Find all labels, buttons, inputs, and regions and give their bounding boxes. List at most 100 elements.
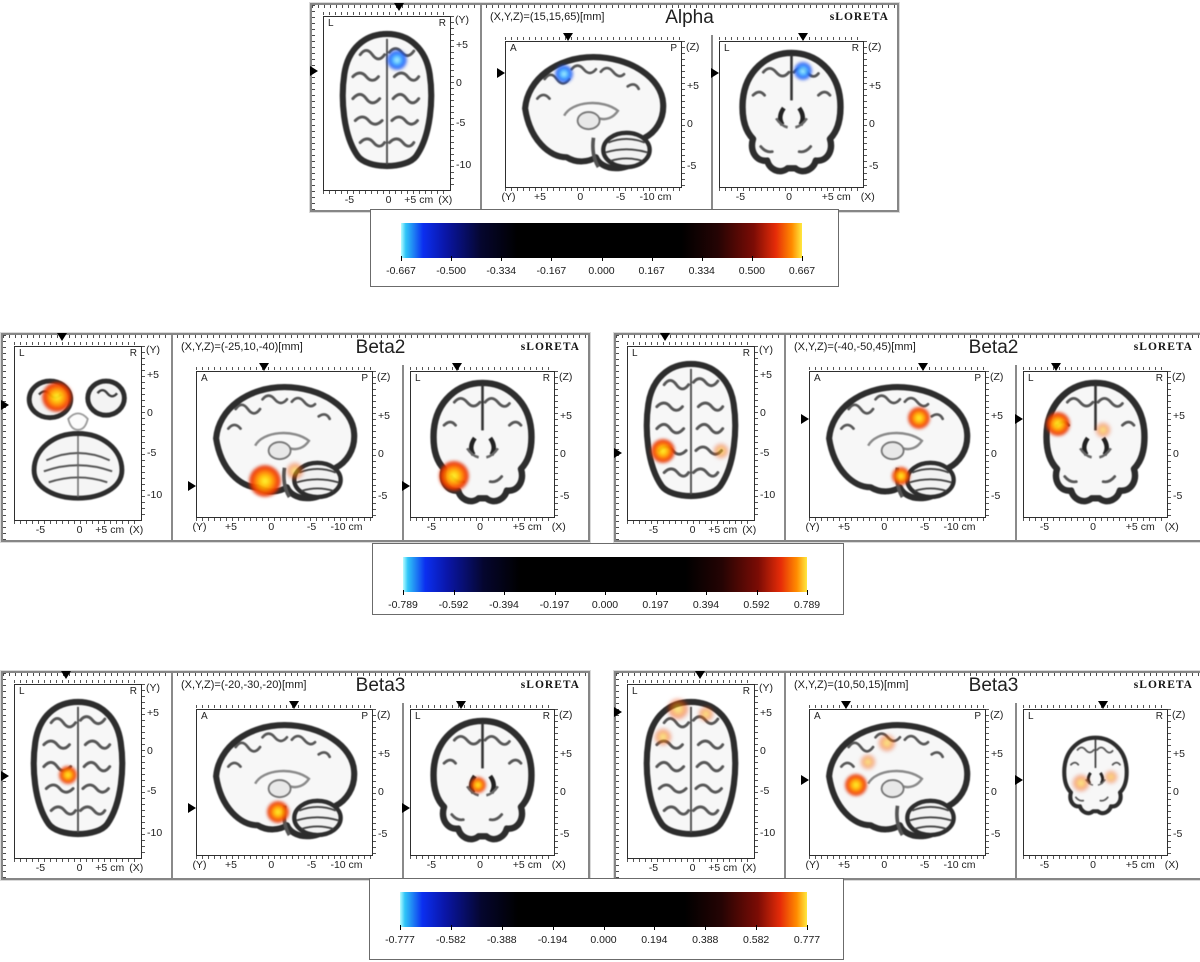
activation-hotspot-positive xyxy=(907,407,930,430)
ruler-ticks xyxy=(505,37,680,40)
panel-beta3-left: (X,Y,Z)=(-20,-30,-20)[mm] Beta3 sLORETA … xyxy=(1,671,590,880)
colorbar-tick-value: -0.789 xyxy=(388,599,418,611)
colorbar-tick-value: -0.194 xyxy=(537,934,568,946)
section-divider xyxy=(784,335,786,540)
axial-view: L R (Y) +5 0 -5 -10 -5 0 +5 cm (X) xyxy=(1,671,588,878)
sagittal-view: A P (Z) +5 0 -5 (Y) +5 0 -5 -10 cm xyxy=(616,673,1200,878)
activation-hotspot-positive xyxy=(1046,412,1071,437)
colorbar-tickmark xyxy=(807,925,808,930)
axial-side-tick: -10 xyxy=(147,826,163,839)
sagittal-view: A P (Z) +5 0 -5 (Y) +5 0 -5 -10 cm xyxy=(3,673,588,878)
ruler-ticks xyxy=(323,191,449,194)
sagittal-bottom-tick: -5 xyxy=(919,859,930,871)
ruler-ticks xyxy=(755,684,758,857)
ruler-ticks xyxy=(3,335,588,338)
coronal-bottom-tick: -5 xyxy=(1039,521,1050,533)
colorbar-tickmark xyxy=(401,256,402,261)
frequency-band-title: Beta3 xyxy=(355,675,406,696)
coronal-view: L R (Z) +5 0 -5 -5 0 +5 cm (X) xyxy=(312,5,897,210)
axial-slice-frame: L R xyxy=(627,684,755,859)
sagittal-slice-frame: A P xyxy=(505,41,682,188)
slice-position-marker-down xyxy=(393,3,404,11)
sagittal-side-tick: -5 xyxy=(687,159,697,172)
axial-side-tick: -5 xyxy=(760,785,770,798)
ruler-ticks xyxy=(986,709,989,854)
activation-overlay xyxy=(15,685,141,858)
coronal-side-tick: +5 xyxy=(560,409,572,422)
colorbar-tick-value: 0.592 xyxy=(743,599,770,611)
activation-overlay xyxy=(1024,372,1167,517)
sagittal-bottom-tick: -10 cm xyxy=(639,191,672,203)
ruler-ticks xyxy=(864,41,867,186)
axial-bottom-tick: (X) xyxy=(438,194,453,206)
colorbar-tickmark xyxy=(552,925,554,930)
slice-position-marker-right xyxy=(402,480,410,491)
coronal-side-tick: 0 xyxy=(560,785,566,798)
slice-position-marker-right xyxy=(188,480,196,491)
colorbar-tickmark xyxy=(601,256,603,261)
sagittal-bottom-tick: +5 xyxy=(225,521,237,533)
side-axis-label: (Z) xyxy=(1172,371,1186,383)
sagittal-slice-frame: A P xyxy=(196,371,373,518)
axial-side-tick: 0 xyxy=(456,77,462,90)
slice-position-marker-down xyxy=(798,33,809,41)
colorbar-tickmark xyxy=(605,590,606,595)
sagittal-bottom-tick: +5 xyxy=(534,191,546,203)
orientation-label-left: L xyxy=(415,711,421,722)
orientation-label-anterior: A xyxy=(814,711,821,722)
slice-position-marker-down xyxy=(289,701,299,709)
axial-view: L R (Y) +5 0 -5 -10 -5 0 +5 cm (X) xyxy=(310,3,897,210)
sagittal-bottom-tick: +5 xyxy=(838,859,850,871)
activation-overlay xyxy=(1024,710,1167,855)
ruler-ticks xyxy=(627,859,753,862)
ruler-ticks xyxy=(809,518,984,521)
activation-hotspot-positive xyxy=(438,461,469,492)
sagittal-side-tick: -5 xyxy=(378,489,388,502)
coronal-view: L R (Z) +5 0 -5 -5 0 +5 cm (X) xyxy=(616,335,1200,540)
orientation-label-posterior: P xyxy=(974,711,981,722)
coronal-bottom-tick: (X) xyxy=(1164,521,1179,533)
colorbar-beta2: -0.789 -0.592 -0.394 -0.197 0.000 0.197 0.394 0… xyxy=(372,543,844,615)
sagittal-bottom-tick: -10 cm xyxy=(330,859,363,871)
colorbar-tickmark xyxy=(453,590,455,595)
axial-side-tick: +5 xyxy=(147,707,159,720)
colorbar-gradient xyxy=(403,557,807,592)
coronal-slice-frame: L R xyxy=(719,41,864,188)
ruler-ticks xyxy=(755,346,758,519)
activation-hotspot-positive xyxy=(655,728,672,745)
ruler-ticks xyxy=(312,5,897,8)
colorbar-gradient xyxy=(401,223,802,258)
ruler-ticks xyxy=(809,856,984,859)
axial-bottom-tick: (X) xyxy=(129,524,144,536)
activation-hotspot-positive xyxy=(668,699,689,720)
orientation-label-left: L xyxy=(1028,711,1034,722)
slice-coordinates-label: (X,Y,Z)=(15,15,65)[mm] xyxy=(490,11,605,23)
axial-side-tick: -5 xyxy=(147,447,157,460)
side-axis-label: (Z) xyxy=(990,371,1004,383)
activation-hotspot-positive xyxy=(879,735,895,752)
colorbar-tickmark xyxy=(451,256,453,261)
activation-overlay xyxy=(810,372,985,517)
sagittal-side-tick: -5 xyxy=(991,827,1001,840)
activation-overlay xyxy=(720,42,863,187)
sagittal-side-tick: 0 xyxy=(378,785,384,798)
activation-overlay xyxy=(411,710,554,855)
ruler-ticks xyxy=(616,335,619,540)
axial-bottom-tick: +5 cm xyxy=(95,524,125,536)
side-axis-label: (Z) xyxy=(686,41,700,53)
axial-side-tick: +5 xyxy=(147,369,159,382)
slice-coordinates-label: (X,Y,Z)=(-40,-50,45)[mm] xyxy=(794,341,916,353)
coronal-bottom-tick: -5 xyxy=(426,521,437,533)
activation-overlay xyxy=(810,710,985,855)
side-axis-label: (Z) xyxy=(559,709,573,721)
sagittal-bottom-tick: (Y) xyxy=(192,521,207,533)
activation-hotspot-positive xyxy=(287,462,303,479)
axial-bottom-tick: +5 cm xyxy=(95,862,125,874)
side-axis-label: (Z) xyxy=(377,371,391,383)
activation-hotspot-positive xyxy=(1095,423,1110,437)
orientation-label-left: L xyxy=(415,373,421,384)
colorbar-tick-value: -0.500 xyxy=(436,265,467,277)
colorbar-tickmark xyxy=(701,256,703,261)
slice-position-marker-right xyxy=(1015,775,1023,786)
axial-side-tick: 0 xyxy=(760,745,766,758)
